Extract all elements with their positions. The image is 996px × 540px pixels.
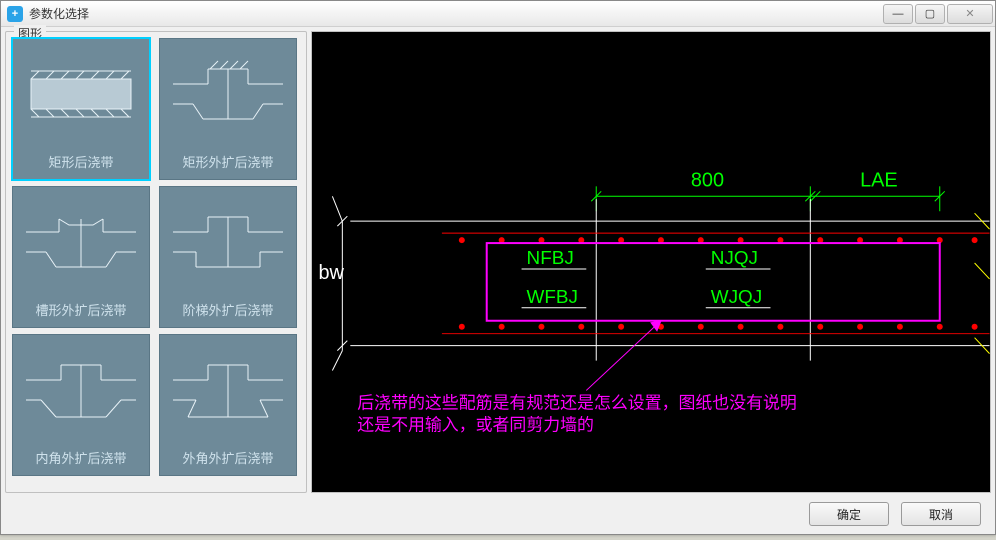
label-njqj: NJQJ bbox=[711, 248, 758, 269]
thumb-slot-expand[interactable]: 槽形外扩后浇带 bbox=[12, 186, 150, 328]
ok-button[interactable]: 确定 bbox=[809, 502, 889, 526]
preview-canvas[interactable]: 800 LAE bw bbox=[311, 31, 991, 493]
annotation-line1: 后浇带的这些配筋是有规范还是怎么设置，图纸也没有说明 bbox=[357, 393, 797, 412]
dialog-window: + 参数化选择 — ▢ ✕ 图形 bbox=[0, 0, 996, 535]
thumb-image bbox=[13, 335, 149, 444]
thumb-rect-image bbox=[13, 39, 149, 148]
dim-lae: LAE bbox=[860, 169, 898, 191]
thumb-caption: 槽形外扩后浇带 bbox=[13, 296, 149, 327]
label-wfbj: WFBJ bbox=[527, 287, 578, 308]
thumb-caption: 外角外扩后浇带 bbox=[160, 444, 296, 475]
titlebar: + 参数化选择 — ▢ ✕ bbox=[1, 1, 995, 27]
thumb-caption: 内角外扩后浇带 bbox=[13, 444, 149, 475]
thumbnail-grid: 矩形后浇带 bbox=[12, 38, 300, 476]
dialog-footer: 确定 取消 bbox=[1, 497, 995, 531]
thumb-image bbox=[160, 39, 296, 148]
thumb-outer-angle[interactable]: 外角外扩后浇带 bbox=[159, 334, 297, 476]
thumb-caption: 阶梯外扩后浇带 bbox=[160, 296, 296, 327]
thumb-caption: 矩形后浇带 bbox=[13, 148, 149, 179]
shape-group: 图形 矩形后浇带 bbox=[5, 31, 307, 493]
thumb-image bbox=[160, 187, 296, 296]
thumb-image bbox=[13, 187, 149, 296]
maximize-button[interactable]: ▢ bbox=[915, 4, 945, 24]
thumb-rect[interactable]: 矩形后浇带 bbox=[12, 38, 150, 180]
cancel-button[interactable]: 取消 bbox=[901, 502, 981, 526]
minimize-button[interactable]: — bbox=[883, 4, 913, 24]
thumb-image bbox=[160, 335, 296, 444]
thumb-caption: 矩形外扩后浇带 bbox=[160, 148, 296, 179]
thumb-step-expand[interactable]: 阶梯外扩后浇带 bbox=[159, 186, 297, 328]
thumb-inner-angle[interactable]: 内角外扩后浇带 bbox=[12, 334, 150, 476]
window-title: 参数化选择 bbox=[29, 5, 883, 22]
thumb-rect-expand[interactable]: 矩形外扩后浇带 bbox=[159, 38, 297, 180]
dim-800: 800 bbox=[691, 169, 724, 191]
window-buttons: — ▢ ✕ bbox=[883, 4, 993, 24]
dim-bw: bw bbox=[318, 262, 344, 284]
app-icon: + bbox=[7, 6, 23, 22]
label-nfbj: NFBJ bbox=[527, 248, 574, 269]
content-area: 图形 矩形后浇带 bbox=[1, 27, 995, 497]
label-wjqj: WJQJ bbox=[711, 287, 762, 308]
close-button[interactable]: ✕ bbox=[947, 4, 993, 24]
annotation-line2: 还是不用输入，或者同剪力墙的 bbox=[357, 415, 594, 434]
